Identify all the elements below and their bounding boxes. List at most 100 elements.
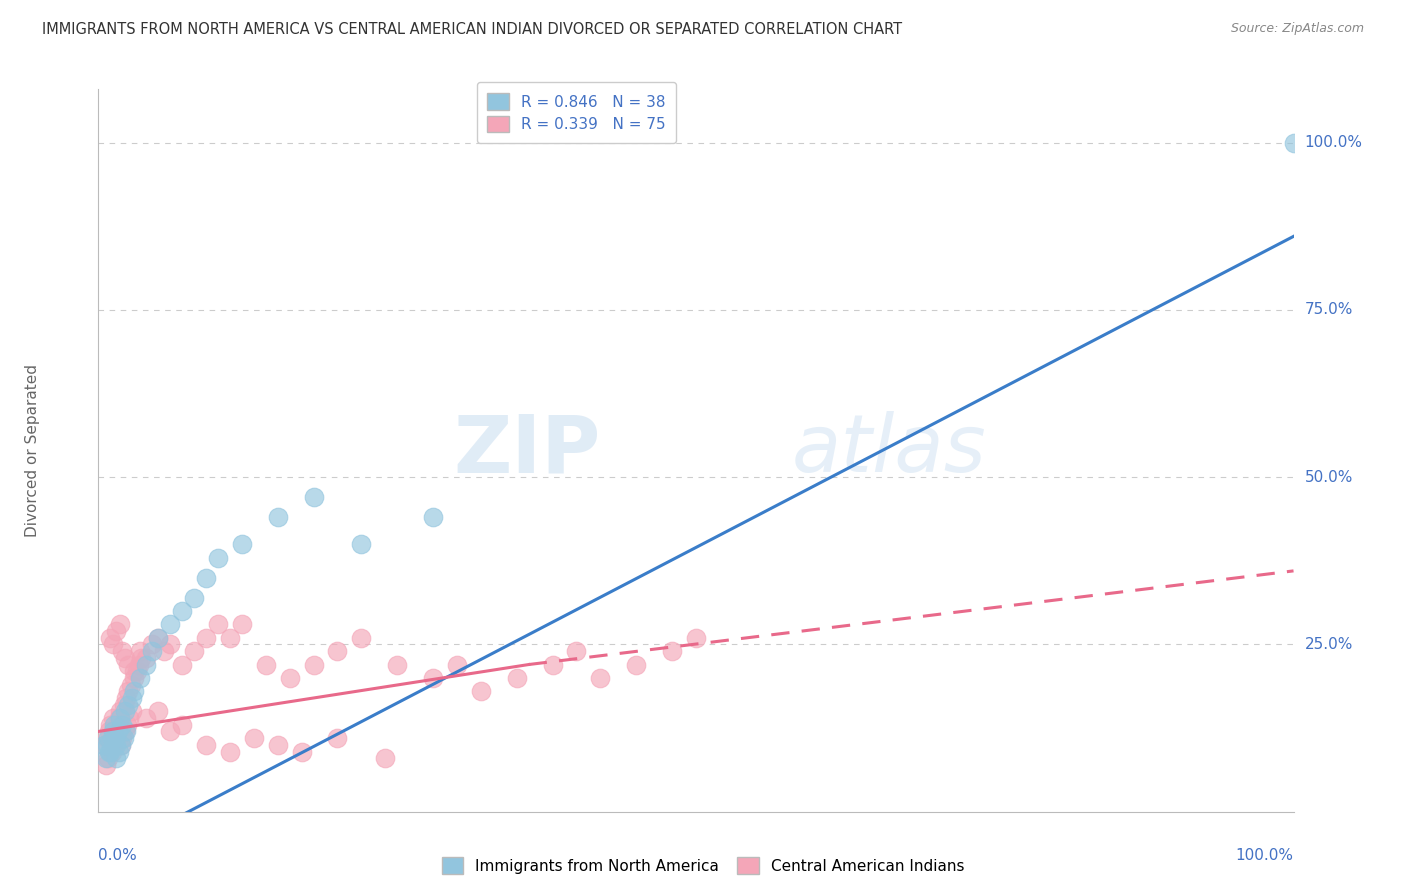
Point (148, 631, 170, 645)
Point (107, 744, 129, 758)
Point (267, 738, 290, 752)
Point (326, 644, 349, 658)
Point (100, 731, 122, 746)
Point (98, 744, 121, 758)
Point (124, 684, 146, 698)
Legend: Immigrants from North America, Central American Indians: Immigrants from North America, Central A… (436, 851, 970, 880)
Point (207, 550, 229, 565)
Point (125, 664, 148, 679)
Point (135, 657, 157, 672)
Text: Divorced or Separated: Divorced or Separated (25, 364, 41, 537)
Text: 100.0%: 100.0% (1236, 847, 1294, 863)
Point (117, 698, 139, 712)
Point (589, 671, 612, 685)
Point (541, 657, 564, 672)
Point (326, 731, 349, 746)
Point (302, 491, 325, 505)
Point (98, 631, 122, 645)
Point (124, 664, 146, 679)
Point (107, 717, 129, 731)
Point (110, 738, 132, 752)
Point (350, 631, 373, 645)
Point (183, 591, 205, 605)
Point (374, 751, 396, 765)
Point (97, 751, 120, 765)
Point (96, 731, 118, 746)
Point (108, 711, 131, 725)
Point (172, 604, 194, 618)
Point (110, 738, 132, 752)
Point (101, 711, 124, 725)
Point (117, 657, 139, 672)
Point (93, 738, 115, 752)
Text: 75.0%: 75.0% (1305, 302, 1353, 318)
Point (219, 744, 242, 758)
Point (159, 637, 181, 651)
Point (385, 657, 409, 672)
Point (131, 651, 153, 665)
Point (172, 717, 194, 731)
Point (112, 731, 135, 746)
Point (94, 758, 117, 772)
Point (111, 644, 134, 658)
Point (94, 751, 117, 765)
Point (129, 671, 152, 685)
Point (141, 644, 163, 658)
Point (565, 644, 588, 658)
Point (105, 751, 128, 765)
Point (243, 731, 266, 746)
Point (1282, 136, 1305, 150)
Point (105, 624, 128, 639)
Point (135, 651, 157, 665)
Text: 0.0%: 0.0% (98, 847, 138, 863)
Point (93, 738, 115, 752)
Point (267, 510, 290, 524)
Point (114, 705, 136, 719)
Point (159, 617, 181, 632)
Point (291, 744, 314, 758)
Point (135, 711, 157, 725)
Point (103, 717, 125, 731)
Point (115, 717, 138, 731)
Point (159, 724, 181, 739)
Point (98, 744, 122, 758)
Point (114, 724, 136, 739)
Point (195, 631, 218, 645)
Point (231, 617, 253, 632)
Text: 50.0%: 50.0% (1305, 470, 1353, 484)
Point (207, 617, 229, 632)
Point (302, 657, 325, 672)
Point (422, 671, 444, 685)
Point (120, 678, 142, 692)
Point (98, 724, 121, 739)
Point (183, 644, 205, 658)
Text: 25.0%: 25.0% (1305, 637, 1353, 652)
Text: 100.0%: 100.0% (1305, 136, 1362, 150)
Point (121, 705, 143, 719)
Point (128, 657, 150, 672)
Point (195, 738, 218, 752)
Point (115, 690, 138, 705)
Point (219, 631, 242, 645)
Point (446, 657, 468, 672)
Point (111, 717, 134, 731)
Text: atlas: atlas (792, 411, 987, 490)
Point (350, 537, 373, 551)
Point (121, 690, 143, 705)
Point (124, 671, 146, 685)
Point (103, 738, 125, 752)
Point (626, 657, 648, 672)
Point (148, 705, 170, 719)
Point (96, 738, 118, 752)
Point (101, 724, 124, 739)
Point (104, 731, 127, 746)
Point (108, 617, 131, 632)
Text: Source: ZipAtlas.com: Source: ZipAtlas.com (1230, 22, 1364, 36)
Point (97, 731, 120, 746)
Point (112, 698, 135, 712)
Point (118, 711, 141, 725)
Point (661, 644, 683, 658)
Point (153, 644, 176, 658)
Text: ZIP: ZIP (453, 411, 600, 490)
Point (111, 731, 134, 746)
